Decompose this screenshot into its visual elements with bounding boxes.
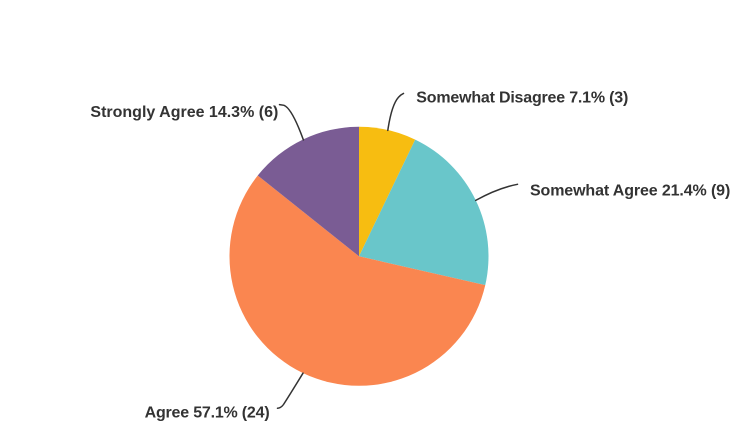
svg-text:Somewhat Disagree 7.1% (3): Somewhat Disagree 7.1% (3) (416, 90, 628, 107)
svg-text:Strongly Agree 14.3% (6): Strongly Agree 14.3% (6) (90, 104, 278, 121)
svg-text:Agree 57.1% (24): Agree 57.1% (24) (145, 405, 270, 422)
svg-text:Somewhat Agree 21.4% (9): Somewhat Agree 21.4% (9) (530, 183, 730, 200)
